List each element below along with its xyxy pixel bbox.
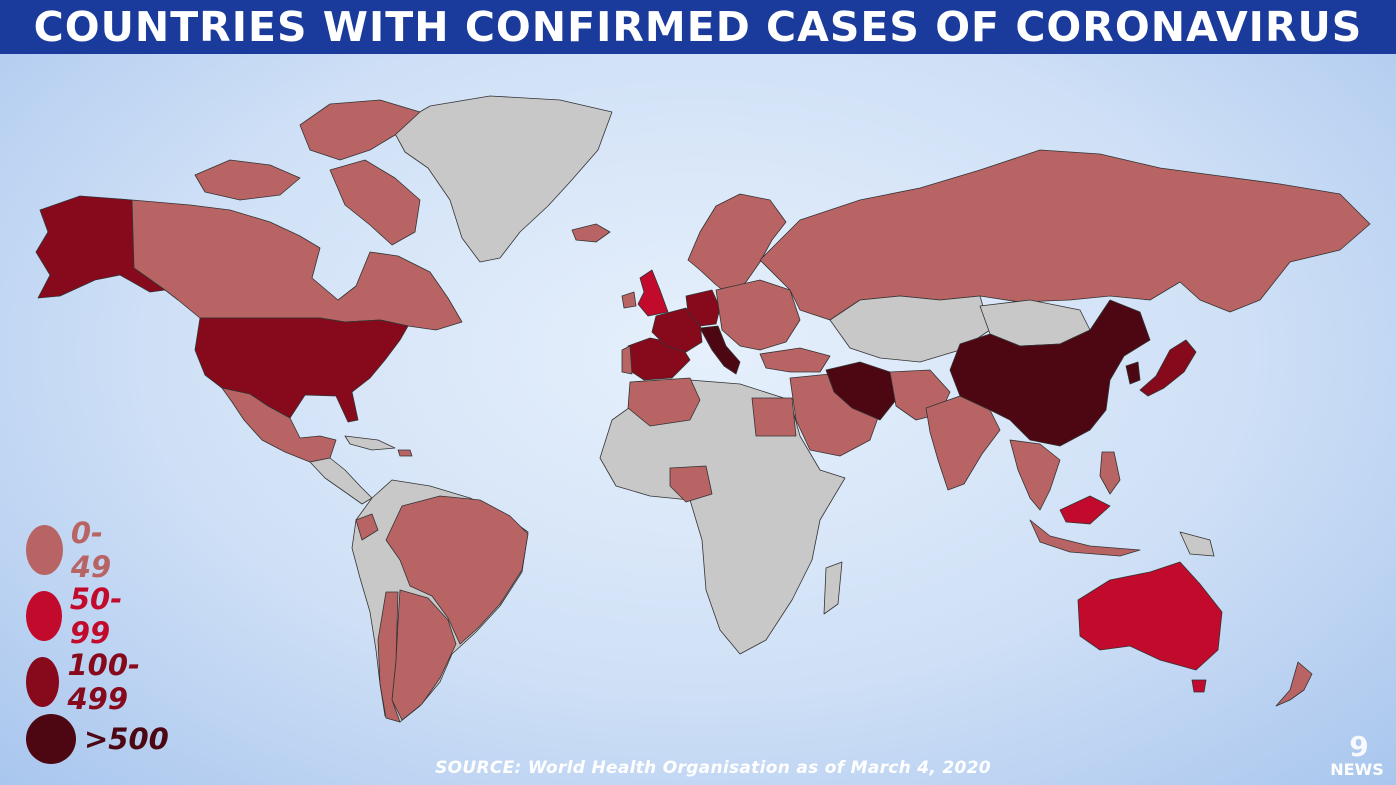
russia (759, 149, 1371, 321)
iran (825, 361, 897, 421)
australia (1077, 561, 1223, 671)
egypt (751, 397, 797, 437)
legend-item-0-49: 0-49 (26, 516, 124, 584)
ireland (621, 291, 637, 309)
legend-swatch (26, 657, 60, 707)
japan (1139, 339, 1197, 397)
new-zealand (1275, 661, 1313, 707)
world-map (35, 95, 1371, 723)
southeast-asia (1009, 439, 1061, 511)
legend-item-100-499: 100-499 (26, 648, 157, 716)
nine-news-logo: 9 NEWS (1326, 733, 1388, 781)
iceland (571, 223, 611, 243)
nigeria (669, 465, 713, 503)
tasmania (1191, 679, 1207, 693)
dominican-republic (397, 449, 413, 457)
legend-item-over-500: >500 (26, 714, 169, 764)
india (925, 395, 1001, 491)
legend-swatch (26, 525, 63, 575)
china (949, 299, 1151, 447)
brazil (385, 495, 529, 645)
italy (699, 325, 741, 375)
philippines (1099, 451, 1121, 495)
canada (131, 199, 463, 331)
north-africa-cases (627, 377, 701, 427)
logo-mark: 9 (1349, 730, 1368, 763)
legend-item-50-99: 50-99 (26, 582, 136, 650)
indonesia (1029, 519, 1141, 557)
logo-text: NEWS (1330, 760, 1384, 779)
madagascar (823, 561, 843, 615)
title-bar: COUNTRIES WITH CONFIRMED CASES OF CORONA… (0, 0, 1396, 54)
central-america (309, 457, 373, 505)
page-title: COUNTRIES WITH CONFIRMED CASES OF CORONA… (33, 3, 1363, 51)
source-caption: SOURCE: World Health Organisation as of … (435, 758, 991, 778)
arctic-islands-2 (194, 159, 301, 201)
malaysia (1059, 495, 1111, 525)
turkey (759, 347, 831, 373)
eastern-europe (715, 279, 801, 351)
papua-new-guinea (1179, 531, 1215, 557)
greenland (391, 95, 613, 263)
baffin-island (329, 159, 421, 246)
scandinavia (687, 193, 787, 297)
south-korea (1125, 361, 1141, 385)
legend-label: 50-99 (69, 582, 123, 650)
legend-label: 100-499 (67, 648, 141, 716)
cuba (344, 435, 396, 451)
portugal (621, 345, 633, 375)
mexico (221, 387, 337, 463)
usa (194, 317, 409, 423)
united-kingdom (637, 269, 669, 317)
legend-label: >500 (84, 722, 169, 756)
arctic-islands (299, 99, 421, 161)
legend-swatch (26, 714, 76, 764)
chile (377, 591, 401, 723)
legend-swatch (26, 591, 62, 641)
germany (685, 289, 721, 327)
legend-label: 0-49 (70, 516, 112, 584)
ecuador (355, 513, 379, 541)
